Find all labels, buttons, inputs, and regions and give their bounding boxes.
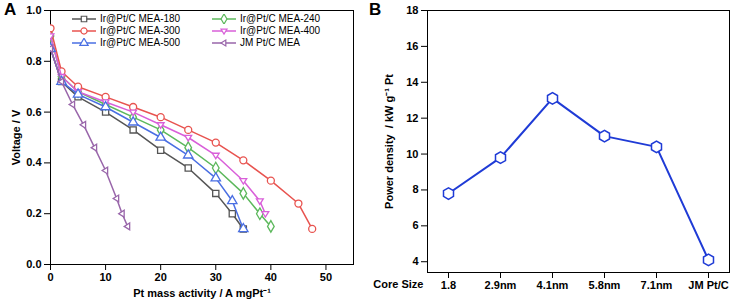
svg-text:40: 40: [265, 271, 277, 283]
svg-text:6: 6: [412, 219, 418, 231]
svg-text:14: 14: [406, 76, 419, 88]
svg-text:1.8: 1.8: [441, 279, 456, 291]
svg-text:0: 0: [47, 271, 53, 283]
html-text:B: B: [369, 0, 382, 19]
svg-text:0.0: 0.0: [26, 258, 41, 270]
svg-text:0.8: 0.8: [26, 55, 41, 67]
svg-text:1.0: 1.0: [26, 4, 41, 16]
svg-text:12: 12: [406, 112, 418, 124]
svg-text:0.6: 0.6: [26, 106, 41, 118]
svg-text:4: 4: [412, 255, 419, 267]
svg-text:Pt mass activity / A mgPt⁻¹: Pt mass activity / A mgPt⁻¹: [133, 287, 271, 299]
svg-text:2.9nm: 2.9nm: [485, 279, 517, 291]
svg-text:18: 18: [406, 4, 418, 16]
svg-text:Power density / kW g⁻¹ Pt: Power density / kW g⁻¹ Pt: [383, 74, 395, 209]
svg-text:10: 10: [406, 148, 418, 160]
svg-text:5.8nm: 5.8nm: [589, 279, 621, 291]
svg-text:4.1nm: 4.1nm: [537, 279, 569, 291]
html-text:Ir@Pt/C MEA-300: Ir@Pt/C MEA-300: [100, 25, 181, 36]
svg-text:0.4: 0.4: [26, 156, 42, 168]
html-text:Ir@Pt/C MEA-500: Ir@Pt/C MEA-500: [100, 37, 181, 48]
html-text:A: A: [4, 0, 17, 19]
html-text:Ir@Pt/C MEA-180: Ir@Pt/C MEA-180: [100, 13, 181, 24]
html-text:Ir@Pt/C MEA-400: Ir@Pt/C MEA-400: [240, 25, 321, 36]
svg-text:JM Pt/C: JM Pt/C: [688, 279, 728, 291]
html-text:JM Pt/C MEA: JM Pt/C MEA: [240, 37, 300, 48]
svg-text:50: 50: [320, 271, 332, 283]
svg-text:8: 8: [412, 183, 418, 195]
html-text:Ir@Pt/C MEA-240: Ir@Pt/C MEA-240: [240, 13, 321, 24]
svg-text:Core Size: Core Size: [373, 278, 423, 290]
svg-text:Voltage / V: Voltage / V: [10, 109, 22, 165]
svg-text:10: 10: [99, 271, 111, 283]
svg-text:0.2: 0.2: [26, 207, 41, 219]
svg-text:20: 20: [155, 271, 167, 283]
svg-text:16: 16: [406, 40, 418, 52]
svg-text:30: 30: [210, 271, 222, 283]
svg-text:7.1nm: 7.1nm: [641, 279, 673, 291]
